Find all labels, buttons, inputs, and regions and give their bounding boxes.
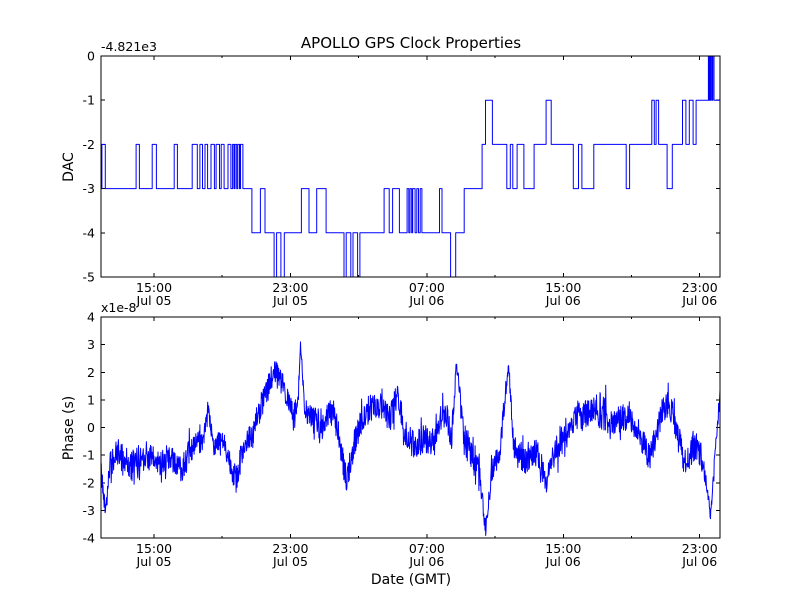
x-tick-label-time: 07:00 [409,280,445,295]
x-tick-label-date: Jul 05 [272,293,308,308]
x-tick-label-time: 15:00 [545,280,581,295]
x-tick-label-time: 23:00 [272,280,308,295]
x-tick-label-time: 15:00 [136,280,172,295]
x-tick-label-time: 23:00 [682,280,718,295]
y-tick-label: -3 [83,503,95,518]
x-tick-label-time: 15:00 [545,541,581,556]
chart-title: APOLLO GPS Clock Properties [301,34,521,52]
y-tick-label: 2 [87,365,95,380]
x-tick-label-date: Jul 06 [681,293,717,308]
x-tick-label-date: Jul 06 [681,554,717,569]
phase-axes: x1e-8 Phase (s) Date (GMT) 4 3 2 1 0 -1 -2 -3 -4… [61,300,721,588]
x-tick-label-time: 23:00 [682,541,718,556]
x-tick-label-date: Jul 05 [136,293,172,308]
y-tick-label: 0 [87,420,95,435]
y-tick-label: -3 [83,181,95,196]
phase-frame [100,316,721,539]
y-tick-label: 3 [87,337,95,352]
phase-noise-line [100,341,721,536]
y-tick-label: 0 [87,49,95,64]
x-tick-label-time: 07:00 [409,541,445,556]
dac-step-line [101,55,720,278]
x-tick-label-date: Jul 05 [136,554,172,569]
y-tick-label: -1 [83,93,95,108]
y-tick-label: -1 [83,448,95,463]
x-tick-label-time: 23:00 [272,541,308,556]
y-tick-label: -2 [83,137,95,152]
x-tick-label-date: Jul 06 [408,293,444,308]
y-tick-label: 4 [87,310,95,325]
phase-ylabel: Phase (s) [61,396,77,460]
dac-frame [100,55,721,278]
x-tick-label-time: 15:00 [136,541,172,556]
y-tick-label: -4 [83,531,96,546]
dac-offset-label: -4.821e3 [101,39,157,54]
x-tick-label-date: Jul 06 [408,554,444,569]
x-tick-label-date: Jul 05 [272,554,308,569]
x-axis-label: Date (GMT) [371,572,451,588]
phase-offset-label: x1e-8 [101,300,137,315]
x-tick-label-date: Jul 06 [545,293,581,308]
y-tick-label: -5 [83,270,95,285]
dac-ylabel: DAC [61,152,77,182]
y-tick-label: -4 [83,225,96,240]
y-tick-label: -2 [83,475,95,490]
x-tick-label-date: Jul 06 [545,554,581,569]
y-tick-label: 1 [87,392,95,407]
